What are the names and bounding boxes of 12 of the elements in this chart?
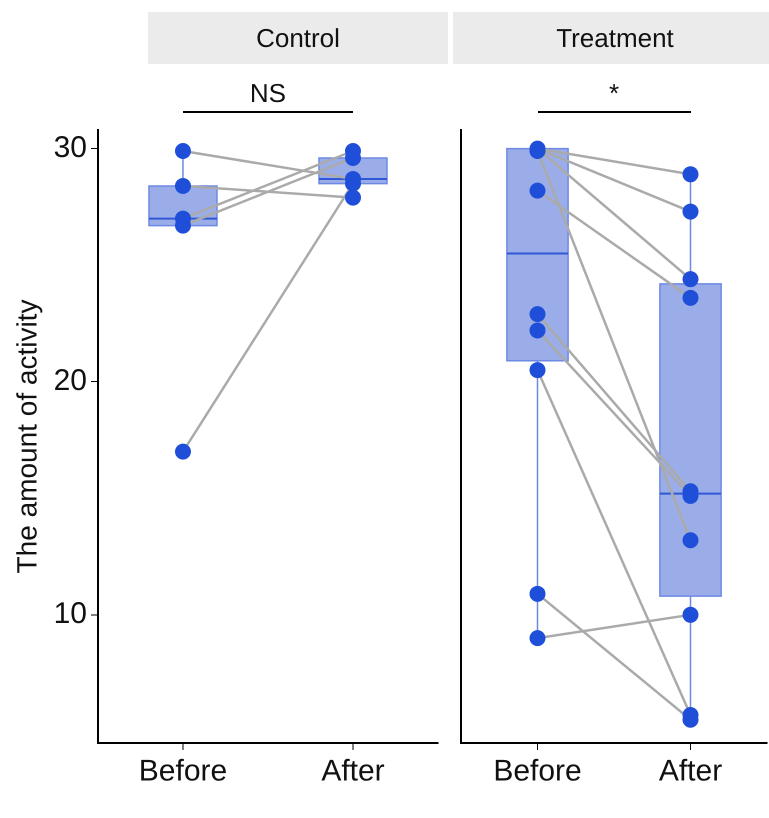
text: *	[608, 78, 620, 108]
x-tick-label: Before	[493, 754, 582, 788]
x-tick-label: After	[321, 754, 385, 788]
y-tick-label: 20	[54, 364, 87, 397]
y-tick-label: 10	[54, 597, 87, 630]
chart-title: Treatment	[453, 12, 769, 64]
chart-title: Control	[148, 12, 448, 64]
x-tick-label: After	[658, 754, 722, 788]
y-tick-label: 30	[54, 130, 87, 164]
text: NS	[248, 78, 288, 108]
x-tick-label: Before	[138, 754, 228, 788]
y-axis-title: The amount of activity	[12, 300, 43, 574]
